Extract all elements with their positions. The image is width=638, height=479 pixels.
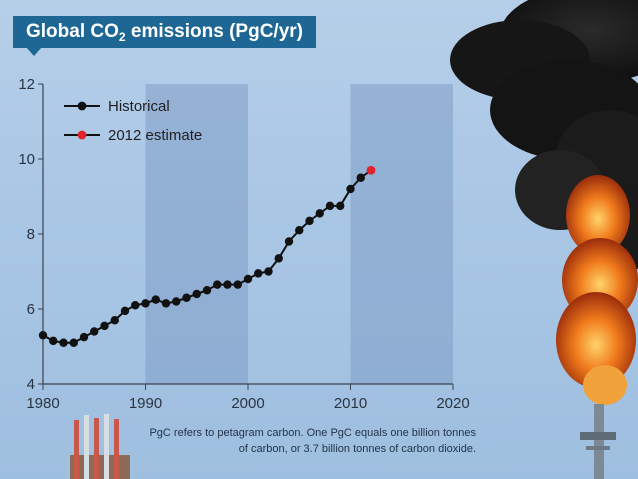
- x-tick-label: 2020: [436, 395, 469, 412]
- y-tick-label: 12: [18, 76, 35, 93]
- legend: Historical 2012 estimate: [64, 98, 202, 144]
- historical-point: [151, 295, 160, 304]
- historical-point: [336, 201, 345, 211]
- historical-point: [38, 331, 48, 340]
- footnote: PgC refers to petagram carbon. One PgC e…: [118, 425, 476, 457]
- historical-point: [110, 316, 119, 325]
- historical-point: [100, 321, 109, 331]
- historical-point: [223, 280, 232, 289]
- x-tick-label: 2000: [231, 395, 264, 412]
- historical-point: [264, 267, 273, 276]
- y-axis-ticks: 4 6 8 10 12: [18, 76, 43, 393]
- title-subscript: 2: [118, 30, 126, 44]
- historical-point: [233, 280, 242, 289]
- historical-point: [356, 173, 365, 182]
- legend-label-1: 2012 estimate: [108, 127, 202, 144]
- data-series: [38, 165, 376, 347]
- historical-point: [120, 306, 130, 316]
- historical-point: [141, 299, 150, 308]
- smoke-plume-illustration: [450, 0, 638, 275]
- historical-point: [305, 216, 314, 226]
- title-pointer: [26, 47, 42, 56]
- historical-point: [131, 301, 140, 310]
- flare-stack-illustration: [580, 404, 616, 479]
- historical-point: [325, 201, 335, 211]
- y-tick-label: 10: [18, 151, 35, 168]
- historical-point: [243, 274, 253, 284]
- historical-point: [79, 332, 89, 342]
- flare-fire-illustration: [556, 175, 638, 405]
- chart-title: Global CO2 emissions (PgC/yr): [13, 16, 316, 48]
- historical-point: [254, 269, 263, 278]
- historical-point: [295, 226, 304, 235]
- y-tick-label: 4: [27, 376, 35, 393]
- shaded-band-1: [350, 84, 453, 384]
- historical-point: [49, 336, 58, 346]
- historical-point: [69, 338, 78, 347]
- historical-point: [202, 286, 212, 295]
- historical-point: [213, 280, 222, 289]
- x-axis-ticks: 1980 1990 2000 2010 2020: [26, 384, 470, 412]
- historical-point: [315, 209, 324, 218]
- title-prefix: Global CO: [26, 21, 119, 42]
- historical-point: [59, 338, 68, 347]
- historical-point: [182, 293, 191, 302]
- legend-marker-0: [77, 101, 87, 111]
- y-tick-label: 6: [27, 301, 35, 318]
- historical-point: [346, 184, 355, 194]
- x-tick-label: 1990: [129, 395, 162, 412]
- shaded-decade-bands: [145, 84, 453, 384]
- y-tick-label: 8: [27, 226, 35, 243]
- historical-point: [161, 299, 171, 308]
- estimate-point: [366, 165, 376, 175]
- x-tick-label: 2010: [334, 395, 367, 412]
- legend-label-0: Historical: [108, 98, 170, 115]
- footnote-line-1: PgC refers to petagram carbon. One PgC e…: [149, 427, 476, 439]
- historical-point: [274, 254, 283, 263]
- legend-marker-1: [77, 130, 87, 140]
- title-suffix: emissions (PgC/yr): [125, 21, 303, 42]
- historical-point: [172, 297, 181, 306]
- x-tick-label: 1980: [26, 395, 59, 412]
- historical-point: [284, 237, 294, 246]
- historical-point: [192, 289, 201, 299]
- historical-point: [90, 327, 99, 336]
- industrial-chimneys-illustration: [70, 414, 130, 479]
- shaded-band-0: [145, 84, 248, 384]
- footnote-line-2: of carbon, or 3.7 billion tonnes of carb…: [238, 443, 476, 455]
